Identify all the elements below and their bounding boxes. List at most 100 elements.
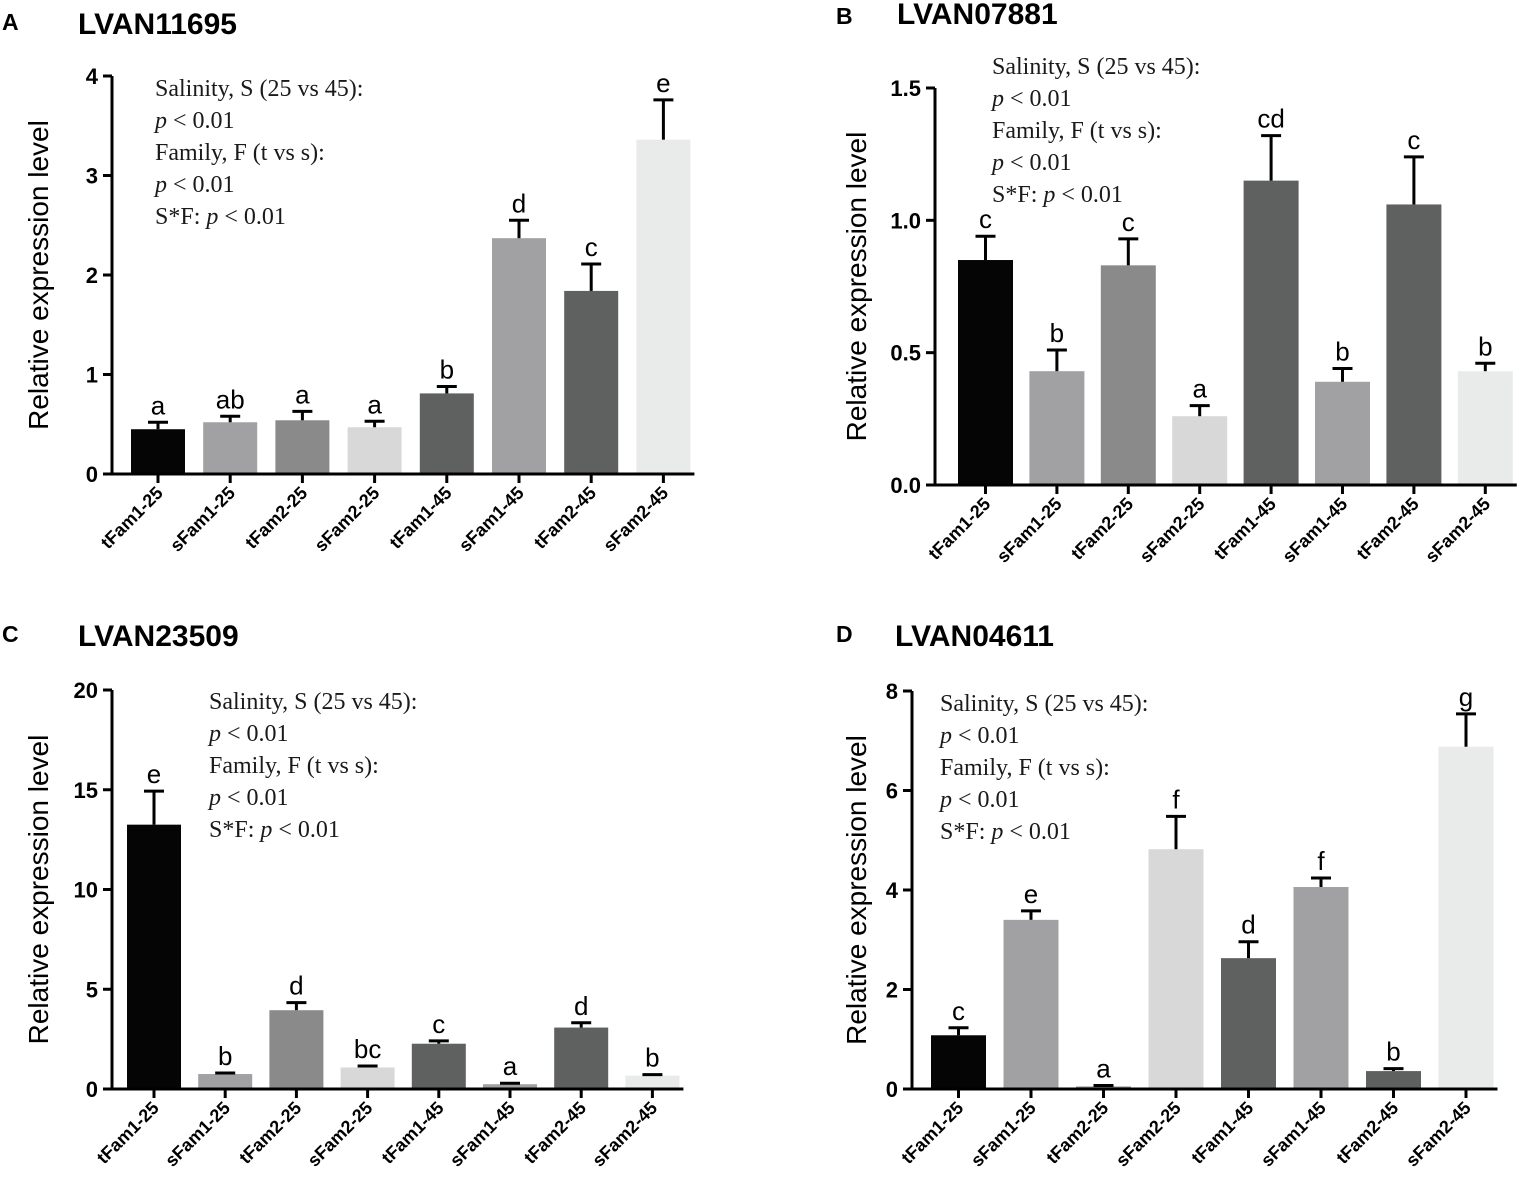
significance-letter: a — [503, 1051, 518, 1081]
significance-letter: f — [1172, 784, 1180, 814]
significance-letter: b — [1335, 337, 1349, 367]
stats-annotation-line: p < 0.01 — [990, 86, 1072, 112]
y-tick-label: 1 — [86, 363, 98, 388]
stats-annotation-line: p < 0.01 — [938, 787, 1020, 813]
y-tick-label: 4 — [886, 878, 899, 903]
significance-letter: b — [1050, 318, 1064, 348]
significance-letter: c — [1407, 125, 1420, 155]
bar — [492, 238, 546, 474]
stats-annotation-line: S*F: p < 0.01 — [940, 819, 1071, 845]
category-label: sFam1-45 — [455, 483, 528, 556]
category-label: sFam1-25 — [993, 494, 1066, 567]
significance-letter: d — [1241, 910, 1255, 940]
bar — [1366, 1071, 1421, 1089]
y-tick-label: 15 — [74, 778, 98, 803]
significance-letter: a — [1096, 1054, 1111, 1084]
stats-annotation-line: Salinity, S (25 vs 45): — [992, 54, 1200, 80]
category-label: tFam1-25 — [93, 1098, 163, 1168]
category-label: sFam1-45 — [1278, 494, 1351, 567]
bar — [636, 139, 691, 474]
bar — [269, 1010, 324, 1089]
significance-letter: b — [440, 354, 454, 384]
category-label: sFam2-25 — [1136, 494, 1209, 567]
category-label: tFam1-25 — [897, 1098, 967, 1168]
category-label: sFam1-45 — [1257, 1098, 1330, 1171]
significance-letter: b — [1386, 1037, 1400, 1067]
bar — [483, 1084, 537, 1089]
significance-letter: d — [289, 971, 303, 1001]
significance-letter: d — [512, 188, 526, 218]
bar — [1148, 849, 1204, 1089]
category-label: sFam2-45 — [588, 1098, 661, 1171]
stats-annotation-line: p < 0.01 — [153, 172, 235, 198]
significance-letter: c — [1122, 207, 1135, 237]
category-label: sFam1-45 — [446, 1098, 519, 1171]
bar — [1003, 919, 1059, 1089]
category-label: tFam1-25 — [924, 494, 994, 564]
stats-annotation-line: p < 0.01 — [938, 723, 1020, 749]
significance-letter: f — [1317, 846, 1325, 876]
stats-annotation-line: p < 0.01 — [153, 108, 235, 134]
category-label: tFam2-25 — [235, 1098, 305, 1168]
y-tick-label: 10 — [74, 878, 98, 903]
significance-letter: a — [151, 390, 166, 420]
plot-area-c: 0 5 10 15 20 Relative expression level e tFam1-… — [23, 678, 684, 1171]
y-tick-label: 0.5 — [890, 341, 921, 366]
panel-d: D LVAN04611 0 2 4 6 8 Relative expression lev… — [836, 620, 1498, 1171]
bar — [931, 1035, 986, 1089]
y-axis-label: Relative expression level — [23, 120, 54, 430]
significance-letter: bc — [354, 1034, 381, 1064]
significance-letter: cd — [1257, 104, 1284, 134]
panel-a: A LVAN11695 0 1 2 3 4 Relative expression lev… — [2, 8, 695, 556]
bar — [1029, 371, 1085, 485]
category-label: sFam2-45 — [1402, 1098, 1475, 1171]
category-label: tFam1-45 — [1210, 494, 1280, 564]
bar — [275, 420, 330, 474]
category-label: tFam2-25 — [1067, 494, 1137, 564]
bar — [203, 422, 258, 474]
y-tick-label: 2 — [86, 263, 98, 288]
stats-annotation-line: S*F: p < 0.01 — [992, 182, 1123, 208]
bar — [411, 1043, 466, 1089]
panel-title-c: LVAN23509 — [78, 620, 239, 653]
significance-letter: ab — [216, 384, 245, 414]
bar — [198, 1074, 253, 1089]
category-label: tFam2-45 — [1332, 1098, 1402, 1168]
significance-letter: c — [585, 232, 598, 262]
bar — [1457, 371, 1513, 485]
stats-annotation-line: S*F: p < 0.01 — [155, 204, 286, 230]
stats-annotation-line: Family, F (t vs s): — [209, 753, 379, 779]
panel-title-a: LVAN11695 — [78, 8, 237, 41]
significance-letter: c — [979, 204, 992, 234]
bar — [625, 1075, 680, 1089]
category-label: tFam1-45 — [378, 1098, 448, 1168]
category-label: tFam1-45 — [386, 483, 456, 553]
y-axis-label: Relative expression level — [841, 132, 872, 442]
y-tick-label: 0 — [86, 1077, 98, 1102]
category-label: tFam2-45 — [520, 1098, 590, 1168]
y-tick-label: 0.0 — [890, 473, 921, 498]
stats-annotation-line: Salinity, S (25 vs 45): — [155, 76, 363, 102]
category-label: sFam2-25 — [304, 1098, 377, 1171]
panel-title-d: LVAN04611 — [895, 620, 1054, 653]
significance-letter: e — [147, 759, 161, 789]
panel-letter-a: A — [2, 9, 19, 35]
plot-area-a: 0 1 2 3 4 Relative expression level a tFam1-25 a… — [23, 64, 695, 556]
panel-title-b: LVAN07881 — [897, 0, 1058, 31]
significance-letter: c — [432, 1009, 445, 1039]
y-axis-label: Relative expression level — [23, 735, 54, 1045]
significance-letter: g — [1459, 682, 1473, 712]
y-tick-label: 2 — [886, 978, 898, 1003]
category-label: tFam2-45 — [530, 483, 600, 553]
panel-letter-b: B — [836, 3, 853, 29]
category-label: tFam1-25 — [97, 483, 167, 553]
stats-annotation-line: Salinity, S (25 vs 45): — [940, 691, 1148, 717]
stats-annotation-line: Salinity, S (25 vs 45): — [209, 689, 417, 715]
y-tick-label: 6 — [886, 779, 898, 804]
category-label: tFam2-25 — [241, 483, 311, 553]
stats-annotation-line: p < 0.01 — [207, 785, 289, 811]
category-label: tFam1-45 — [1187, 1098, 1257, 1168]
bar — [1386, 204, 1442, 485]
y-tick-label: 0 — [886, 1077, 898, 1102]
category-label: sFam2-25 — [1112, 1098, 1185, 1171]
